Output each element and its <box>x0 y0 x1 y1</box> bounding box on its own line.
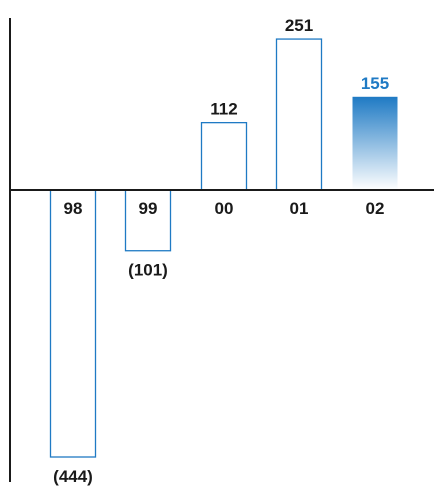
category-label-02: 02 <box>366 199 385 218</box>
bar-01 <box>275 38 323 191</box>
category-label-00: 00 <box>215 199 234 218</box>
category-label-01: 01 <box>290 199 309 218</box>
category-label-98: 98 <box>64 199 83 218</box>
category-labels: 98 99 00 01 02 <box>64 199 385 218</box>
value-labels: (444) (101) 112 251 155 <box>53 16 389 486</box>
value-label-00: 112 <box>210 100 237 119</box>
category-label-99: 99 <box>139 199 158 218</box>
bar-00 <box>200 121 248 191</box>
bar-02 <box>352 96 398 190</box>
value-label-98: (444) <box>53 467 93 486</box>
bar-99 <box>124 189 172 252</box>
bars-group <box>49 38 398 458</box>
value-label-99: (101) <box>128 261 168 280</box>
bar-98 <box>49 189 97 458</box>
value-label-01: 251 <box>285 16 313 35</box>
value-label-02: 155 <box>361 74 389 93</box>
